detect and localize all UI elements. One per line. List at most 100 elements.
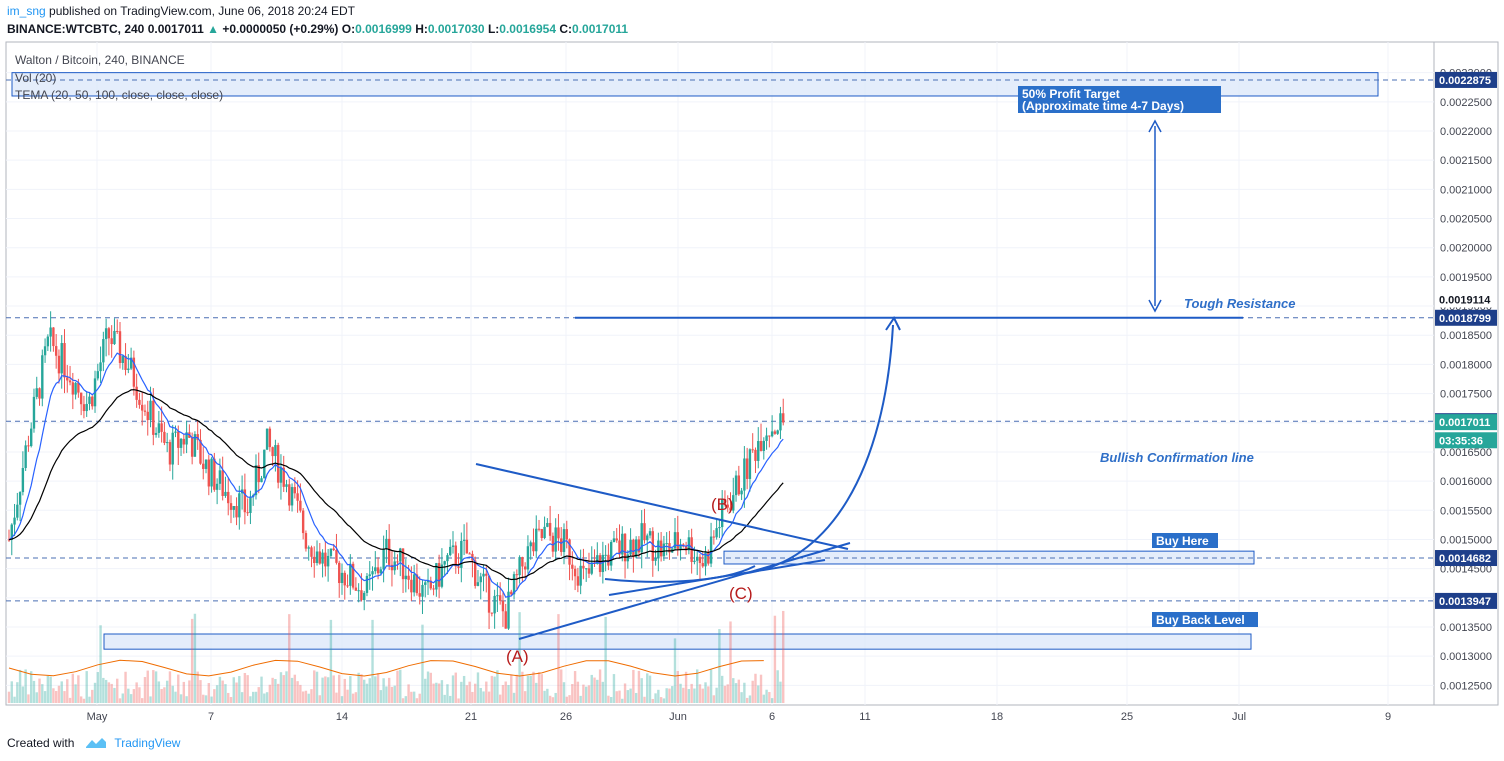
volume-bar	[490, 675, 494, 703]
volume-bar	[782, 610, 785, 703]
candle-body	[487, 575, 491, 613]
candle-body	[318, 551, 321, 564]
wave-label-c: (C)	[729, 584, 753, 603]
candle-body	[512, 574, 516, 595]
candle-body	[91, 396, 94, 407]
publish-info: im_sng published on TradingView.com, Jun…	[7, 4, 355, 18]
volume-bar	[35, 692, 38, 703]
volume-bar	[49, 676, 52, 703]
high-label: H:	[415, 22, 428, 36]
candle-body	[510, 591, 513, 595]
price-axis[interactable]: 0.00125000.00130000.00135000.00140000.00…	[1435, 68, 1497, 693]
candle-body	[235, 506, 238, 518]
volume-bar	[634, 692, 638, 703]
volume-bar	[110, 683, 113, 703]
candle-body	[285, 484, 288, 487]
volume-bar	[418, 693, 421, 703]
volume-bar	[668, 688, 671, 703]
candle-body	[596, 555, 599, 564]
volume-bar	[637, 670, 641, 703]
price-tick-label: 0.0021000	[1440, 184, 1492, 196]
candle-body	[443, 561, 446, 565]
candle-body	[85, 403, 88, 412]
volume-bar	[249, 696, 252, 703]
volume-bar	[310, 689, 313, 703]
volume-bar	[152, 670, 155, 703]
candle-body	[118, 331, 122, 363]
price-tick-label: 0.0017500	[1440, 389, 1492, 401]
candle-body	[315, 551, 319, 564]
volume-bar	[299, 684, 302, 703]
candle-body	[154, 432, 158, 435]
candle-body	[329, 548, 333, 556]
candle-body	[460, 540, 463, 568]
candle-body	[343, 572, 346, 586]
legend-volume[interactable]: Vol (20)	[15, 71, 57, 85]
volume-bar	[485, 681, 488, 703]
candle-body	[30, 428, 33, 447]
legend-tema[interactable]: TEMA (20, 50, 100, close, close, close)	[15, 88, 224, 102]
candle-body	[454, 545, 457, 567]
candle-body	[698, 556, 702, 564]
candle-body	[748, 449, 752, 479]
candle-body	[202, 463, 205, 469]
volume-bar	[449, 695, 452, 703]
candle-body	[365, 575, 369, 593]
volume-bar	[462, 675, 466, 703]
footer: Created with TradingView	[7, 736, 180, 750]
candle-body	[759, 441, 763, 451]
volume-bar	[279, 672, 283, 703]
volume-bar	[68, 697, 72, 703]
candle-body	[296, 493, 299, 501]
candle-body	[634, 539, 638, 558]
candle-body	[412, 574, 416, 593]
candle-body	[568, 539, 571, 565]
volume-bar	[332, 675, 335, 703]
candle-body	[732, 495, 735, 511]
volume-bar	[515, 674, 519, 703]
tradingview-brand-link[interactable]: TradingView	[114, 736, 181, 750]
candle-body	[132, 357, 136, 387]
volume-bar	[601, 681, 605, 703]
volume-bar	[446, 684, 449, 703]
candle-body	[779, 413, 782, 431]
candle-body	[548, 522, 552, 536]
candle-body	[429, 580, 432, 589]
author-link[interactable]: im_sng	[7, 4, 46, 18]
dashed-levels	[6, 79, 1434, 602]
candle-body	[615, 538, 618, 541]
volume-bar	[182, 681, 186, 703]
volume-bar	[179, 694, 183, 703]
candle-body	[646, 535, 649, 541]
candle-body	[60, 343, 63, 374]
volume-bar	[540, 674, 543, 703]
volume-bar	[324, 676, 327, 703]
candle-body	[116, 330, 119, 332]
candle-body	[745, 458, 749, 479]
volume-bar	[246, 675, 249, 703]
volume-bar	[357, 672, 360, 703]
candle-body	[399, 548, 402, 562]
volume-bar	[718, 629, 721, 703]
candle-body	[254, 465, 258, 496]
candle-body	[332, 548, 335, 551]
arrow-down-icon	[1148, 299, 1162, 313]
volume-bar	[171, 685, 174, 703]
candle-body	[726, 504, 729, 508]
candle-body	[135, 386, 138, 400]
time-axis[interactable]: May 7 14 21 26 Jun 6 11 18 25 Jul 9	[87, 711, 1391, 723]
candle-body	[501, 600, 505, 612]
volume-bar	[268, 684, 272, 703]
candle-body	[387, 538, 391, 565]
volume-bar	[457, 698, 460, 703]
volume-bar	[360, 674, 363, 703]
volume-bar	[121, 693, 124, 703]
candle-body	[18, 492, 22, 505]
candle-body	[571, 564, 574, 569]
price-tick-label: 0.0013000	[1440, 651, 1492, 663]
volume-bar	[254, 691, 258, 703]
candle-body	[740, 490, 743, 495]
volume-bar	[374, 676, 377, 703]
ascending-trendline	[518, 542, 851, 640]
